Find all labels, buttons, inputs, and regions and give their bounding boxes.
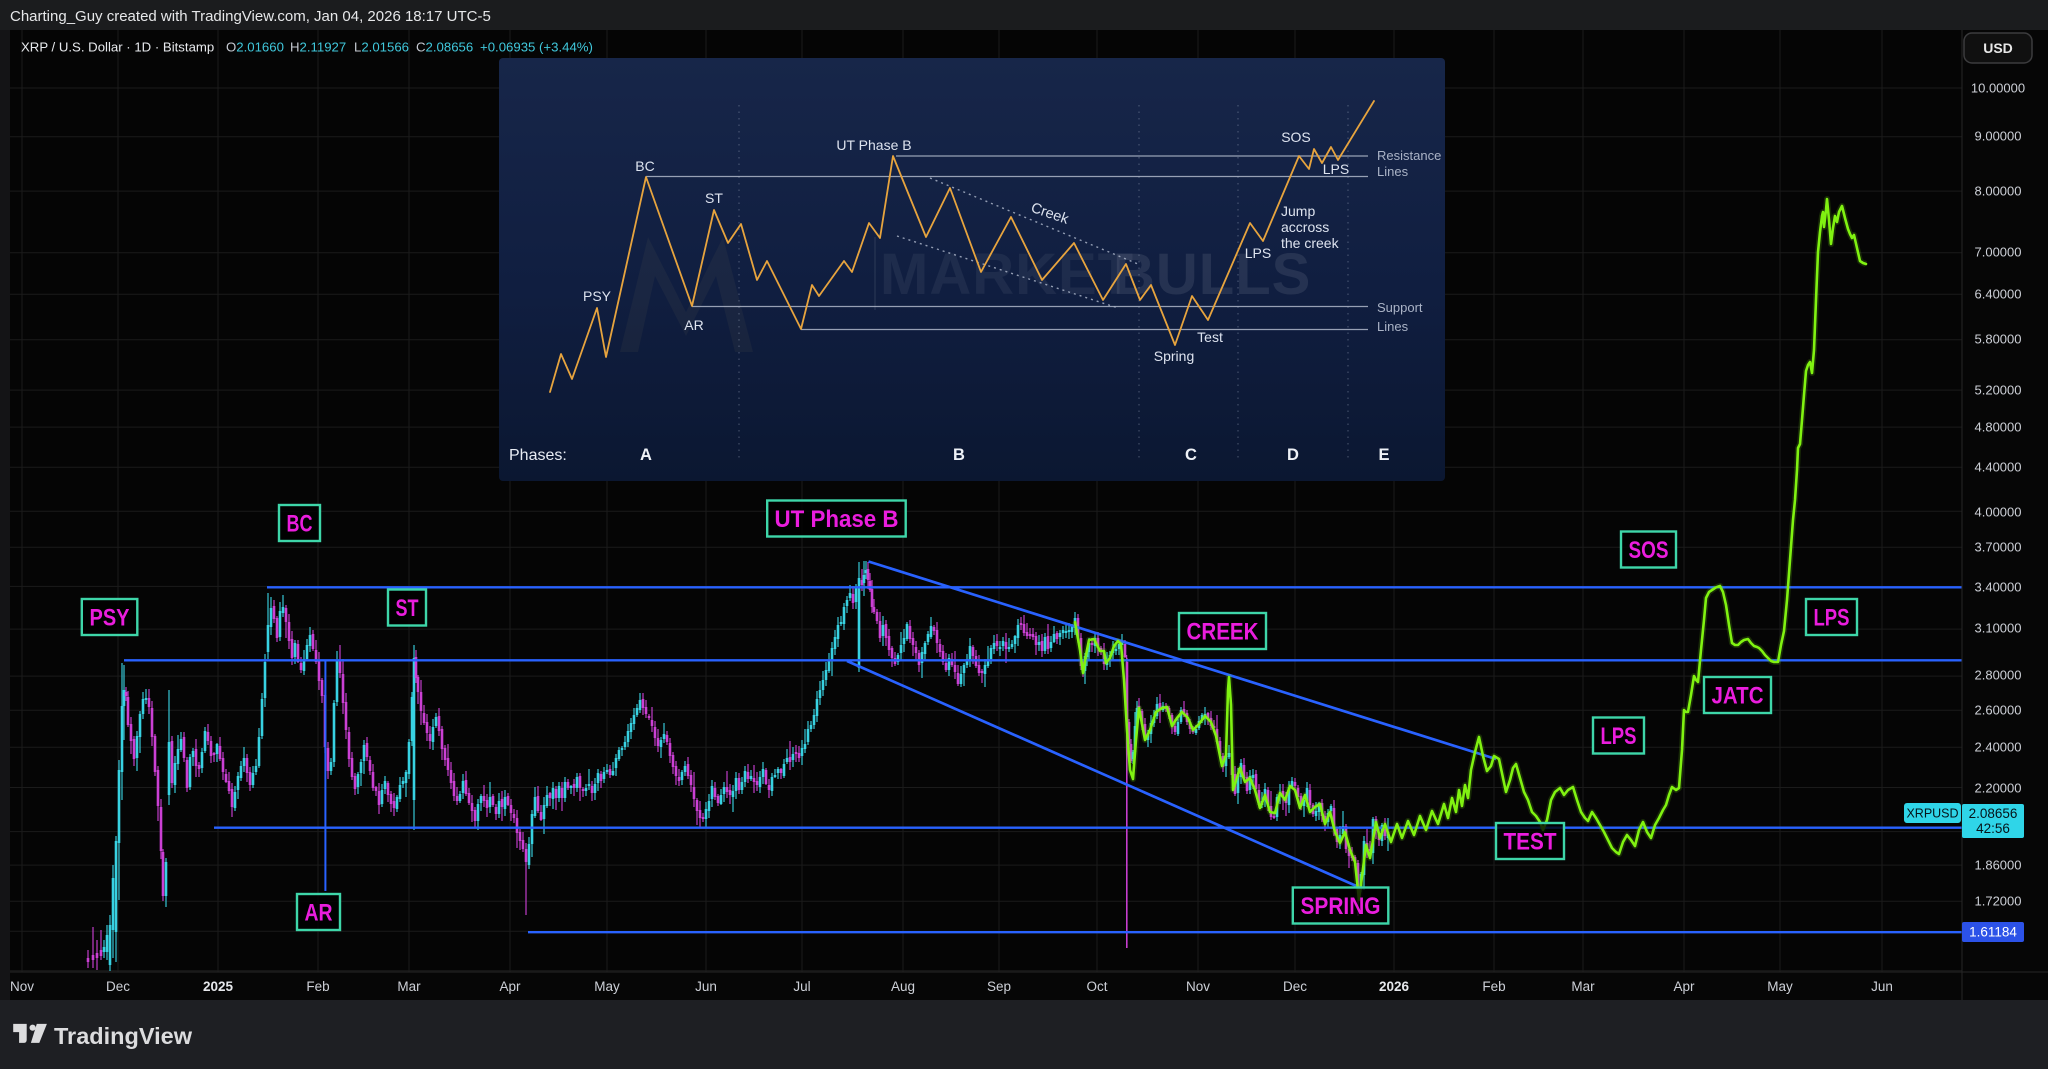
svg-text:2.08656: 2.08656 (1969, 806, 2018, 821)
svg-text:2026: 2026 (1379, 979, 1410, 994)
svg-text:1.61184: 1.61184 (1969, 925, 2017, 940)
svg-text:42:56: 42:56 (1976, 821, 2010, 836)
svg-text:Jul: Jul (793, 979, 810, 994)
svg-text:Dec: Dec (106, 979, 130, 994)
svg-text:BC: BC (635, 158, 654, 174)
svg-text:1.86000: 1.86000 (1975, 858, 2022, 873)
svg-text:Lines: Lines (1377, 319, 1409, 334)
svg-text:O2.01660: O2.01660 (226, 40, 284, 55)
svg-text:MARKET: MARKET (880, 242, 1134, 307)
svg-text:Jun: Jun (695, 979, 717, 994)
svg-text:BC: BC (287, 511, 313, 538)
svg-text:3.70000: 3.70000 (1975, 540, 2022, 555)
svg-text:SPRING: SPRING (1301, 893, 1381, 920)
svg-text:UT Phase B: UT Phase B (836, 137, 911, 153)
svg-text:E: E (1378, 446, 1389, 464)
svg-text:Charting_Guy created with Trad: Charting_Guy created with TradingView.co… (10, 8, 491, 25)
svg-text:H2.11927: H2.11927 (290, 40, 346, 55)
svg-text:3.40000: 3.40000 (1975, 580, 2022, 595)
svg-text:TradingView: TradingView (54, 1023, 193, 1049)
svg-text:C: C (1185, 446, 1197, 464)
svg-text:5.20000: 5.20000 (1975, 383, 2022, 398)
svg-text:4.00000: 4.00000 (1975, 505, 2022, 520)
svg-text:AR: AR (684, 317, 703, 333)
svg-text:L2.01566: L2.01566 (354, 40, 409, 55)
svg-text:Jump: Jump (1281, 203, 1315, 219)
svg-text:A: A (640, 446, 652, 464)
svg-text:5.80000: 5.80000 (1975, 332, 2022, 347)
svg-text:SOS: SOS (1281, 129, 1311, 145)
svg-text:D: D (1287, 446, 1299, 464)
svg-text:Test: Test (1197, 329, 1223, 345)
svg-text:UT Phase B: UT Phase B (775, 506, 899, 533)
svg-text:1.72000: 1.72000 (1975, 894, 2022, 909)
svg-text:PSY: PSY (90, 605, 130, 632)
svg-text:USD: USD (1983, 40, 2013, 56)
svg-text:Oct: Oct (1086, 979, 1107, 994)
svg-text:LPS: LPS (1245, 245, 1271, 261)
svg-text:LPS: LPS (1601, 723, 1637, 750)
svg-text:Nov: Nov (10, 979, 34, 994)
svg-text:JATC: JATC (1712, 683, 1764, 710)
svg-text:XRPUSD: XRPUSD (1906, 807, 1958, 821)
svg-text:+0.06935 (+3.44%): +0.06935 (+3.44%) (480, 40, 593, 55)
svg-text:May: May (594, 979, 620, 994)
svg-text:2.20000: 2.20000 (1975, 781, 2022, 796)
svg-text:2.60000: 2.60000 (1975, 703, 2022, 718)
svg-text:the creek: the creek (1281, 235, 1340, 251)
svg-text:Feb: Feb (306, 979, 329, 994)
svg-text:Sep: Sep (987, 979, 1011, 994)
svg-text:Aug: Aug (891, 979, 915, 994)
svg-text:LPS: LPS (1323, 161, 1349, 177)
svg-text:3.10000: 3.10000 (1975, 621, 2022, 636)
svg-text:Dec: Dec (1283, 979, 1307, 994)
svg-text:TEST: TEST (1504, 829, 1557, 856)
svg-text:May: May (1767, 979, 1793, 994)
svg-text:ST: ST (396, 595, 419, 622)
svg-text:Lines: Lines (1377, 164, 1409, 179)
svg-text:6.40000: 6.40000 (1975, 287, 2022, 302)
svg-text:Resistance: Resistance (1377, 148, 1441, 163)
svg-text:Nov: Nov (1186, 979, 1210, 994)
svg-text:Jun: Jun (1871, 979, 1893, 994)
svg-text:LPS: LPS (1814, 605, 1850, 632)
svg-text:Spring: Spring (1154, 348, 1194, 364)
svg-text:8.00000: 8.00000 (1975, 184, 2022, 199)
svg-text:4.80000: 4.80000 (1975, 420, 2022, 435)
svg-text:Phases:: Phases: (509, 447, 567, 464)
svg-text:accross: accross (1281, 219, 1329, 235)
svg-text:4.40000: 4.40000 (1975, 460, 2022, 475)
svg-text:Apr: Apr (1673, 979, 1695, 994)
svg-text:Mar: Mar (1571, 979, 1595, 994)
svg-text:7.00000: 7.00000 (1975, 245, 2022, 260)
svg-text:B: B (953, 446, 965, 464)
svg-text:2.40000: 2.40000 (1975, 740, 2022, 755)
svg-text:XRP / U.S. Dollar · 1D · Bitst: XRP / U.S. Dollar · 1D · Bitstamp (21, 40, 214, 55)
svg-text:SOS: SOS (1629, 537, 1669, 564)
svg-text:10.00000: 10.00000 (1971, 81, 2025, 96)
svg-text:2.80000: 2.80000 (1975, 668, 2022, 683)
svg-text:9.00000: 9.00000 (1975, 129, 2022, 144)
svg-text:AR: AR (305, 900, 333, 927)
svg-text:BULLS: BULLS (1113, 242, 1311, 307)
svg-text:2025: 2025 (203, 979, 234, 994)
svg-text:CREEK: CREEK (1187, 619, 1260, 646)
svg-text:Support: Support (1377, 300, 1423, 315)
svg-text:PSY: PSY (583, 288, 612, 304)
svg-text:Feb: Feb (1482, 979, 1505, 994)
svg-text:C2.08656: C2.08656 (416, 40, 473, 55)
svg-text:Mar: Mar (397, 979, 421, 994)
svg-text:Apr: Apr (499, 979, 521, 994)
svg-text:ST: ST (705, 190, 723, 206)
